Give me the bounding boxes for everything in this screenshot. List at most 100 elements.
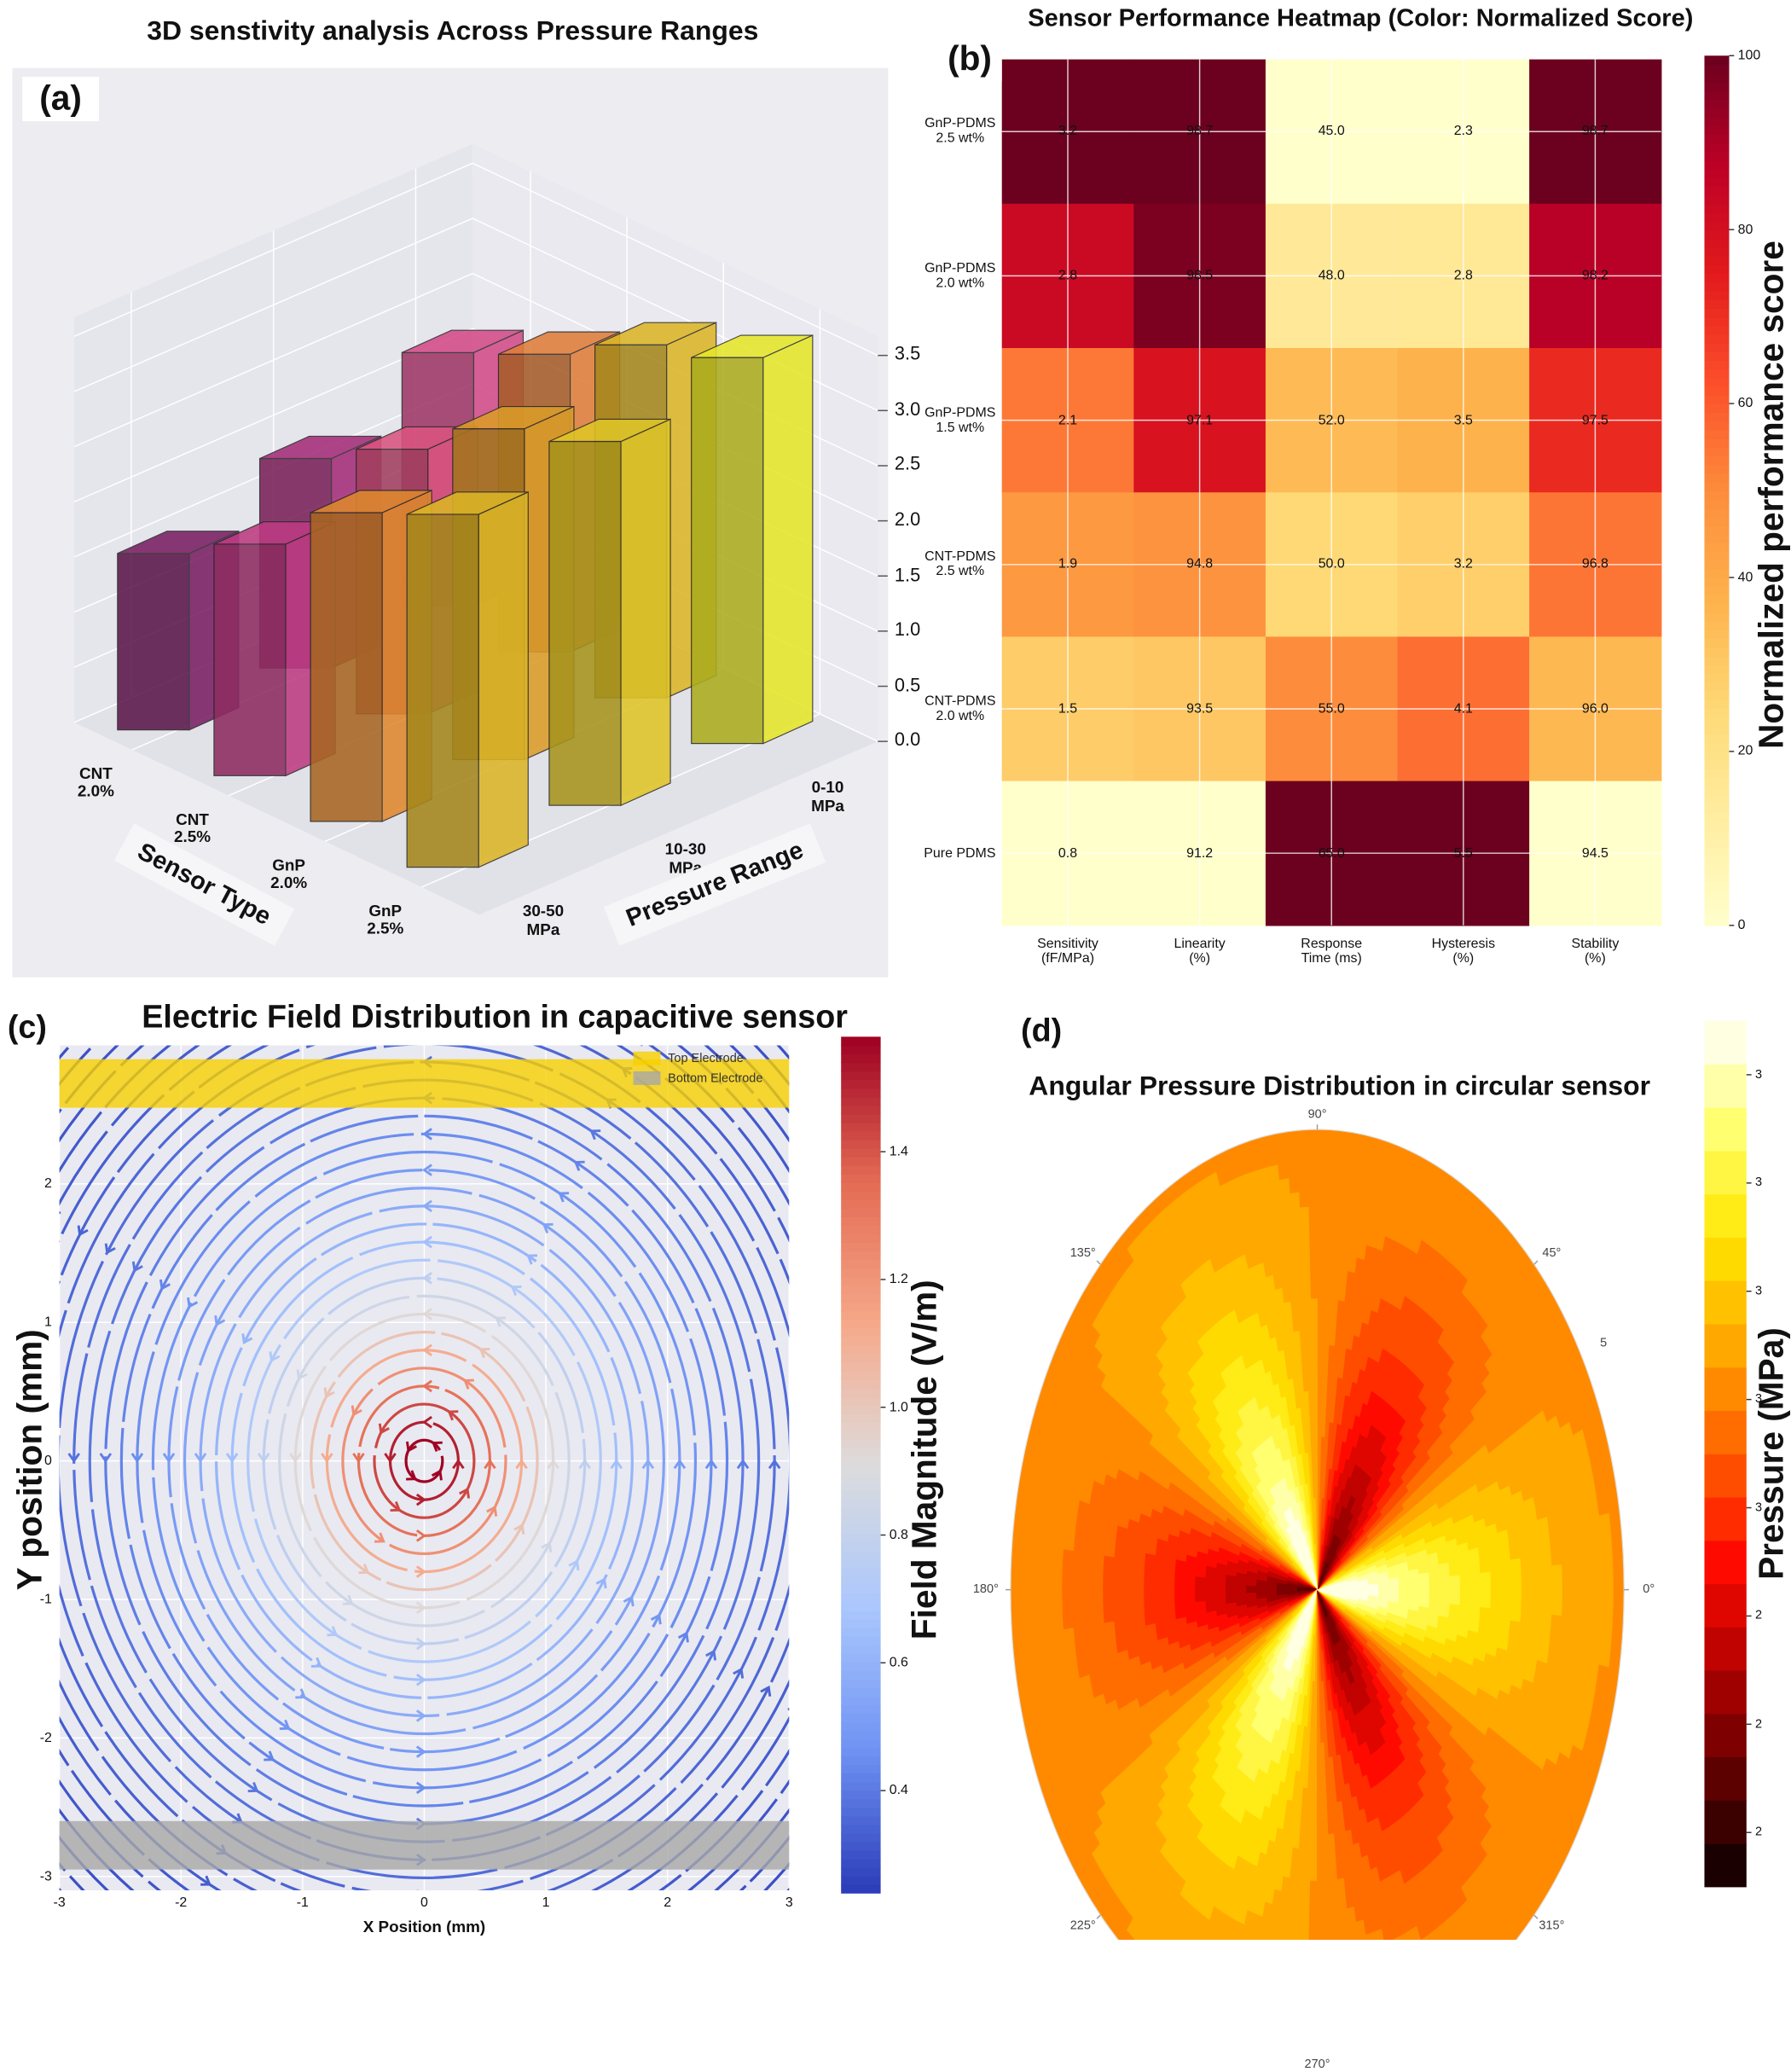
colorbar-segment — [841, 1533, 880, 1542]
contour-cell — [1042, 1617, 1053, 1633]
stream-arrow — [639, 1037, 648, 1046]
contour-cell — [1133, 1599, 1144, 1609]
contour-cell — [1327, 1145, 1337, 1161]
bar — [692, 335, 813, 744]
contour-cell — [1333, 1238, 1342, 1254]
colorbar-segment — [841, 1036, 880, 1046]
contour-cell — [1031, 1590, 1041, 1605]
colorbar-segment — [841, 1602, 880, 1611]
contour-cell — [1295, 1895, 1303, 1911]
contour-cell — [1290, 1207, 1300, 1223]
contour-cell — [1073, 1539, 1084, 1553]
contour-cell — [1310, 1881, 1317, 1896]
contour-cell — [1329, 1330, 1336, 1346]
contour-cell — [1286, 1146, 1297, 1162]
contour-cell — [1093, 1612, 1104, 1625]
contour-cell — [1295, 1268, 1303, 1285]
contour-cell — [1313, 1390, 1318, 1406]
contour-cell — [1325, 1222, 1334, 1238]
colorbar-segment — [841, 1140, 880, 1149]
colorbar-segment — [1704, 891, 1729, 900]
contour-cell — [1325, 1926, 1334, 1940]
colorbar-segment — [1704, 551, 1729, 560]
contour-cell — [1326, 1175, 1336, 1192]
colorbar-segment — [1704, 55, 1729, 65]
colorbar-segment — [841, 1541, 880, 1551]
contour-cell — [1292, 1222, 1301, 1239]
contour-cell — [1031, 1605, 1041, 1620]
colorbar-segment — [1704, 795, 1729, 804]
contour-cell — [1301, 1926, 1309, 1940]
colorbar-segment — [841, 1448, 880, 1457]
colorbar-segment — [841, 1388, 880, 1397]
contour-cell — [1614, 1574, 1624, 1590]
contour-cell — [1318, 1268, 1325, 1283]
contour-cell — [1542, 1565, 1552, 1578]
contour-cell — [1299, 1834, 1306, 1850]
contour-cell — [1334, 1222, 1343, 1239]
colorbar-segment — [1704, 291, 1729, 300]
contour-cell — [1302, 1895, 1310, 1912]
contour-cell — [1582, 1547, 1593, 1562]
colorbar-segment — [1704, 334, 1729, 344]
colorbar-segment — [1704, 125, 1729, 135]
contour-cell — [1501, 1580, 1511, 1590]
colorbar-segment — [1704, 456, 1729, 465]
colorbar-segment — [1704, 908, 1729, 917]
contour-cell — [1303, 1283, 1311, 1299]
contour-cell — [1043, 1532, 1054, 1548]
colorbar-segment — [841, 1320, 880, 1329]
contour-cell — [1104, 1545, 1115, 1558]
colorbar-segment — [1704, 560, 1729, 570]
contour-cell — [1062, 1563, 1072, 1576]
contour-cell — [1331, 1268, 1340, 1285]
contour-cell — [1154, 1598, 1164, 1607]
contour-cell — [1144, 1563, 1155, 1573]
contour-cell — [1313, 1727, 1317, 1743]
colorbar-segment — [1704, 847, 1729, 856]
colorbar-segment — [1704, 360, 1729, 369]
contour-cell — [1318, 1298, 1324, 1314]
contour-cell — [1023, 1634, 1034, 1651]
contour-cell — [1052, 1548, 1064, 1564]
colorbar-segment — [841, 1439, 880, 1448]
contour-cell — [1012, 1525, 1023, 1543]
contour-cell — [1318, 1421, 1322, 1436]
colorbar-segment — [1704, 647, 1729, 657]
colorbar-segment — [1704, 595, 1729, 604]
colorbar-segment — [841, 1276, 880, 1286]
contour-cell — [1304, 1314, 1311, 1330]
contour-cell — [1174, 1582, 1185, 1590]
colorbar-segment — [841, 1114, 880, 1123]
colorbar-segment — [1704, 699, 1729, 709]
colorbar-segment — [841, 1808, 880, 1817]
contour-cell — [1321, 1406, 1325, 1421]
contour-cell — [1324, 1895, 1332, 1912]
contour-cell — [1295, 1879, 1303, 1895]
colorbar-segment — [1704, 882, 1729, 891]
contour-cell — [1309, 1222, 1318, 1237]
contour-cell — [1052, 1562, 1062, 1576]
colorbar-segment — [841, 1825, 880, 1834]
contour-cell — [1342, 1223, 1351, 1240]
colorbar-segment — [1704, 786, 1729, 796]
contour-cell — [1532, 1566, 1542, 1578]
colorbar-segment — [1704, 856, 1729, 865]
colorbar-segment — [1704, 621, 1729, 630]
contour-cell — [1521, 1556, 1532, 1568]
contour-cell — [1082, 1565, 1093, 1578]
contour-cell — [1307, 1160, 1318, 1175]
contour-cell — [1332, 1253, 1341, 1269]
contour-cell — [1324, 1268, 1332, 1284]
contour-cell — [1185, 1582, 1195, 1589]
contour-cell — [1041, 1576, 1052, 1590]
contour-cell — [1082, 1577, 1093, 1590]
contour-cell — [1305, 1835, 1312, 1851]
contour-cell — [1313, 1773, 1318, 1789]
contour-cell — [1226, 1585, 1236, 1590]
contour-cell — [1164, 1574, 1174, 1582]
stream-arrow — [0, 1171, 6, 1181]
colorbar-segment — [841, 1585, 880, 1594]
colorbar-segment — [1704, 673, 1729, 682]
colorbar-segment — [841, 1764, 880, 1773]
